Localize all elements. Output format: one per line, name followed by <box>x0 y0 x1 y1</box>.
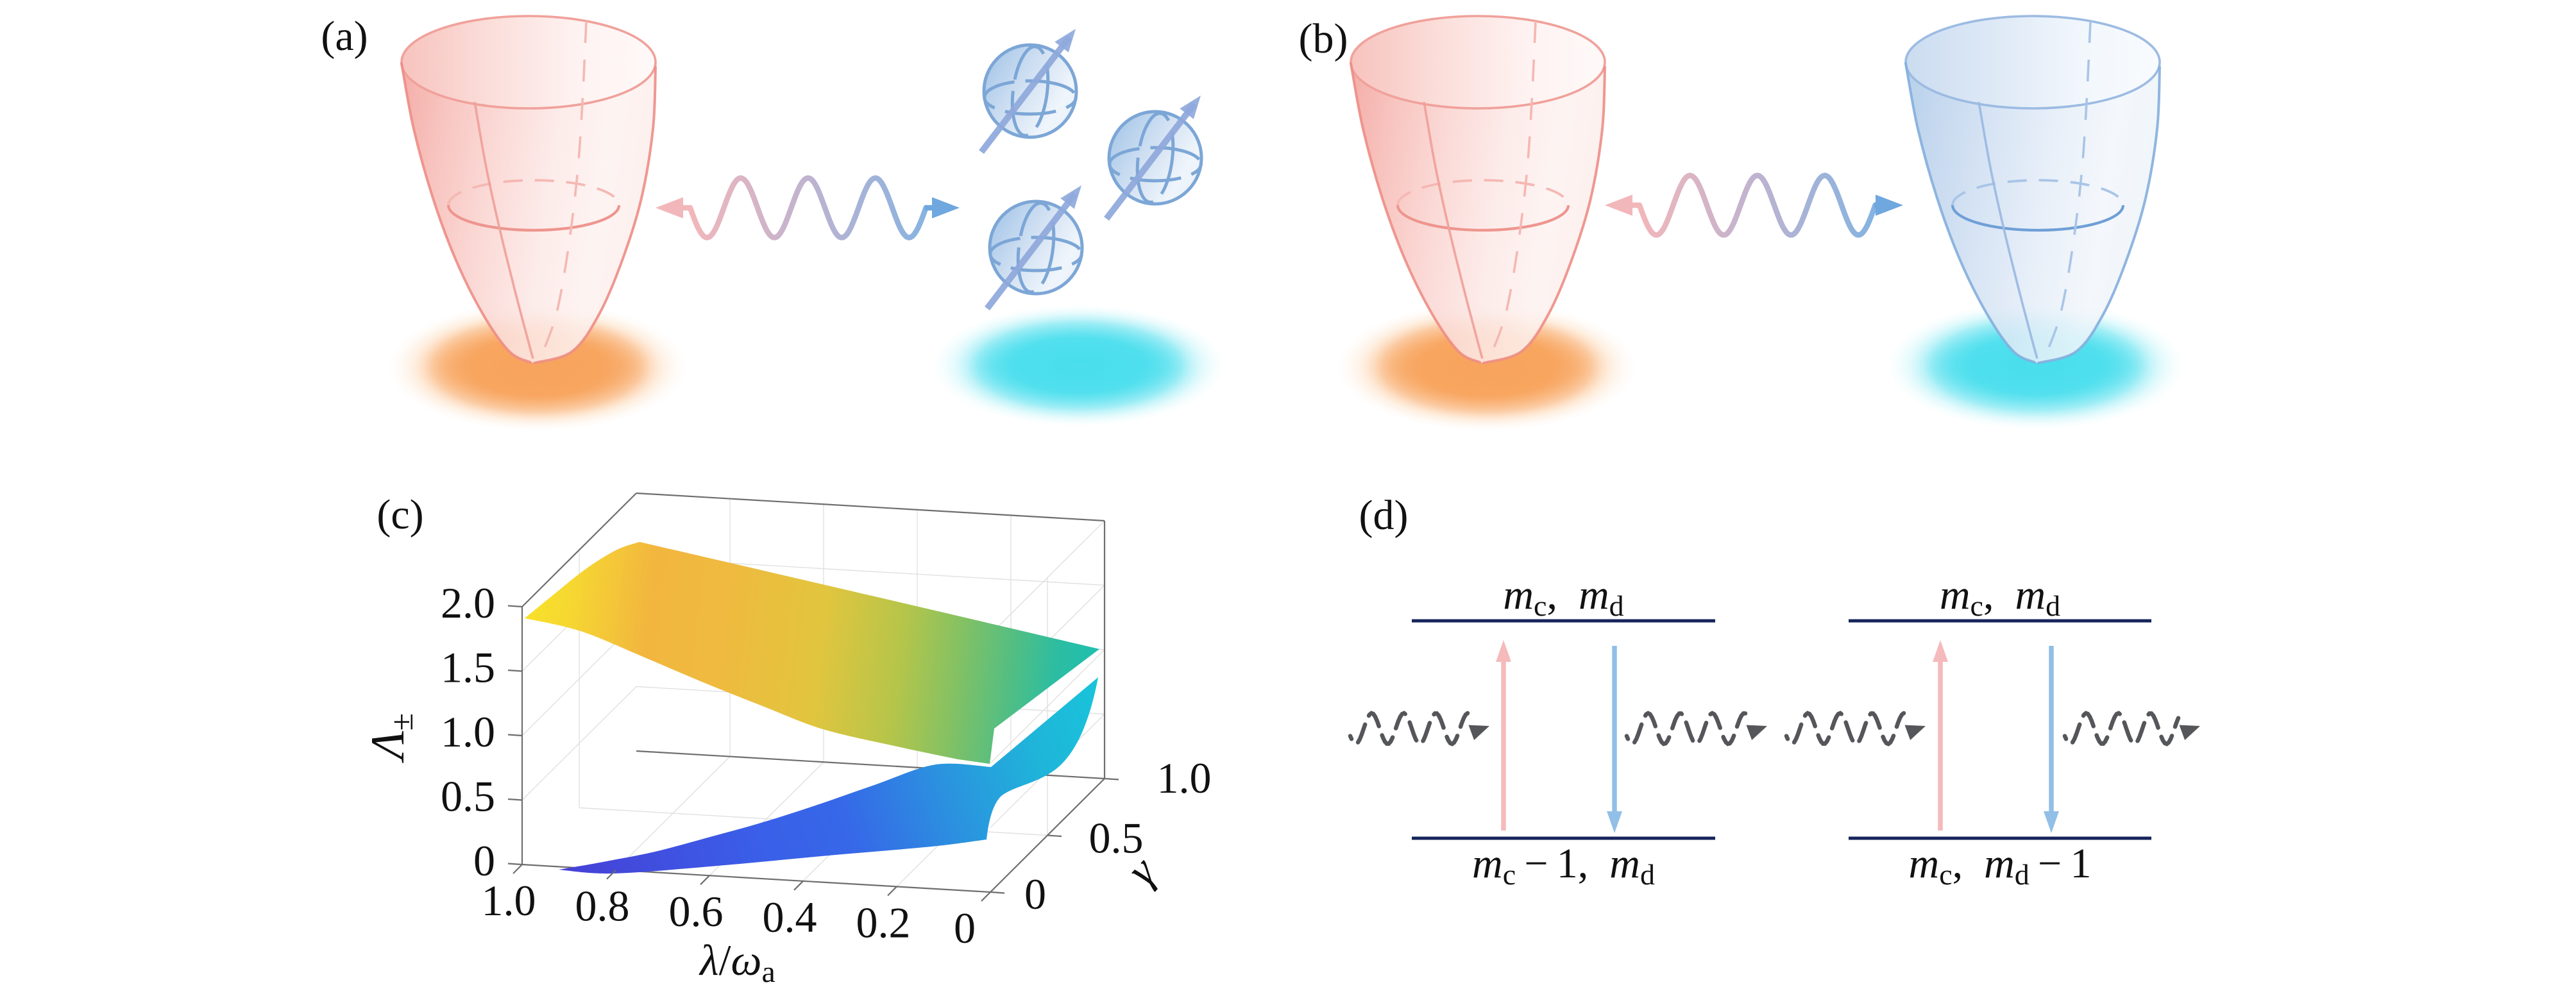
svg-text:0.8: 0.8 <box>575 882 630 931</box>
svg-text:(c): (c) <box>377 491 423 538</box>
svg-text:0: 0 <box>473 836 495 885</box>
svg-text:λ/ωa: λ/ωa <box>699 936 775 989</box>
svg-text:mc, md − 1: mc, md − 1 <box>1909 840 2092 891</box>
svg-text:mc, md: mc, md <box>1503 571 1623 622</box>
svg-text:0.4: 0.4 <box>763 893 817 941</box>
svg-text:1.0: 1.0 <box>1157 754 1212 802</box>
svg-text:(b): (b) <box>1299 15 1348 62</box>
svg-text:0.2: 0.2 <box>856 898 911 947</box>
svg-text:0: 0 <box>954 904 976 952</box>
svg-text:mc, md: mc, md <box>1940 571 2060 622</box>
svg-text:0.5: 0.5 <box>441 772 495 821</box>
svg-text:Λ±: Λ± <box>362 713 419 763</box>
svg-text:1.0: 1.0 <box>482 876 536 925</box>
svg-text:2.0: 2.0 <box>441 578 495 627</box>
svg-text:mc − 1, md: mc − 1, md <box>1472 840 1655 891</box>
svg-text:0: 0 <box>1024 870 1046 918</box>
svg-text:(a): (a) <box>321 13 368 60</box>
svg-text:(d): (d) <box>1359 492 1409 539</box>
svg-text:1.5: 1.5 <box>441 643 495 692</box>
svg-text:0.5: 0.5 <box>1089 814 1144 863</box>
svg-text:0.6: 0.6 <box>669 887 724 936</box>
svg-text:1.0: 1.0 <box>441 707 495 756</box>
